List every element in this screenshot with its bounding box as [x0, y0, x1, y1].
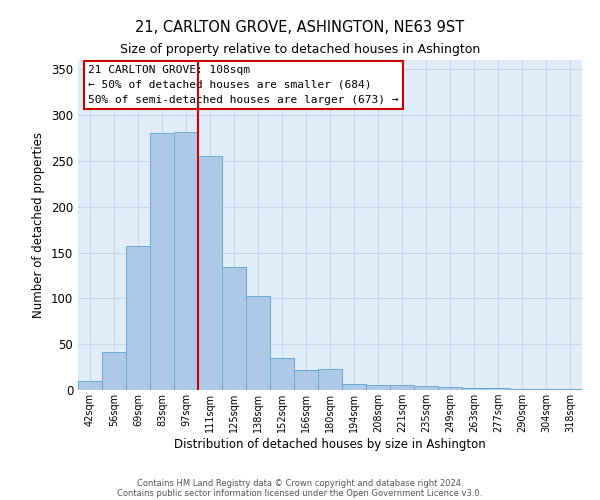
Bar [438, 387, 462, 390]
Text: Size of property relative to detached houses in Ashington: Size of property relative to detached ho… [120, 42, 480, 56]
Bar [174, 132, 198, 390]
Text: Contains HM Land Registry data © Crown copyright and database right 2024.: Contains HM Land Registry data © Crown c… [137, 478, 463, 488]
Bar [318, 369, 342, 390]
Text: Contains public sector information licensed under the Open Government Licence v3: Contains public sector information licen… [118, 488, 482, 498]
Bar [558, 389, 582, 390]
Bar [534, 389, 558, 390]
Bar [366, 384, 390, 390]
Bar [198, 156, 222, 390]
Bar [150, 134, 174, 390]
X-axis label: Distribution of detached houses by size in Ashington: Distribution of detached houses by size … [174, 438, 486, 451]
Bar [78, 381, 102, 390]
Bar [486, 388, 510, 390]
Bar [222, 267, 246, 390]
Bar [414, 386, 438, 390]
Bar [462, 388, 486, 390]
Bar [102, 352, 126, 390]
Bar [342, 384, 366, 390]
Bar [390, 386, 414, 390]
Bar [510, 389, 534, 390]
Bar [270, 358, 294, 390]
Text: 21, CARLTON GROVE, ASHINGTON, NE63 9ST: 21, CARLTON GROVE, ASHINGTON, NE63 9ST [136, 20, 464, 35]
Bar [246, 296, 270, 390]
Bar [294, 370, 318, 390]
Text: 21 CARLTON GROVE: 108sqm
← 50% of detached houses are smaller (684)
50% of semi-: 21 CARLTON GROVE: 108sqm ← 50% of detach… [88, 65, 398, 104]
Bar [126, 246, 150, 390]
Y-axis label: Number of detached properties: Number of detached properties [32, 132, 46, 318]
